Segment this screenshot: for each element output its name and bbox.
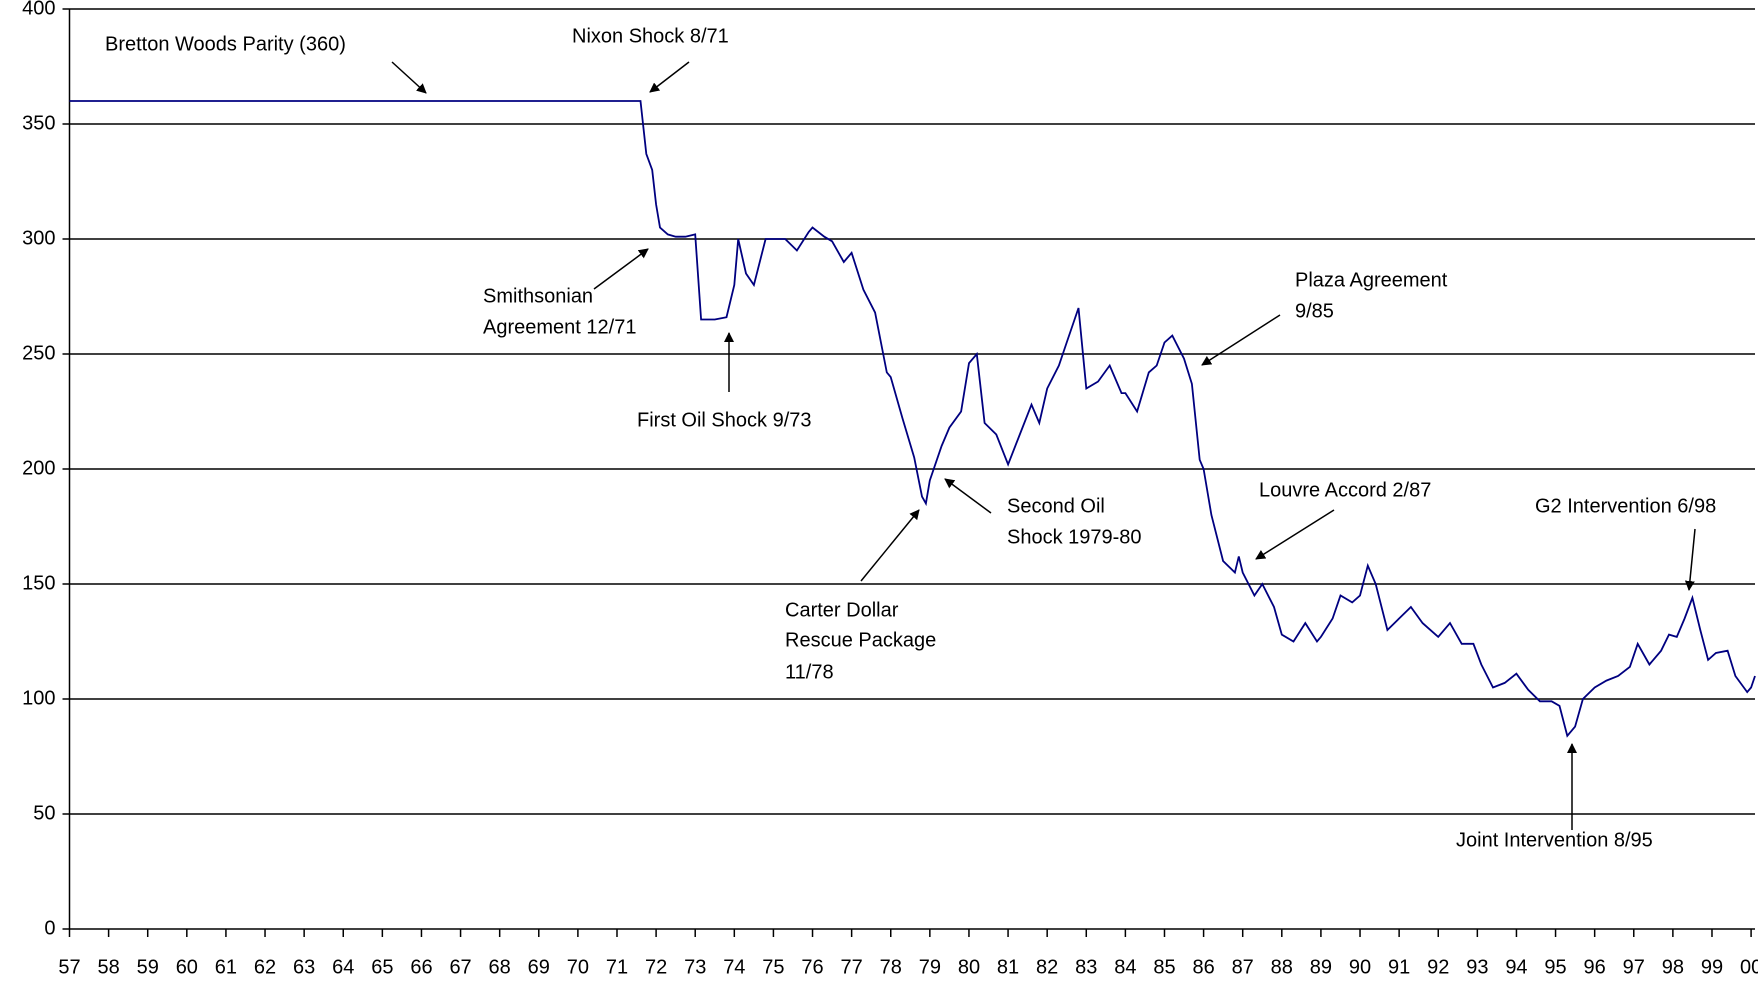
x-tick-label: 59 [137, 956, 159, 978]
x-tick-label: 69 [528, 956, 550, 978]
x-tick-label: 00 [1740, 956, 1758, 978]
annotation: Nixon Shock 8/71 [572, 25, 729, 47]
x-tick-label: 92 [1427, 956, 1449, 978]
x-tick-label: 65 [371, 956, 393, 978]
x-tick-label: 79 [919, 956, 941, 978]
y-tick-label: 350 [22, 112, 55, 134]
x-tick-label: 95 [1544, 956, 1566, 978]
annotation: First Oil Shock 9/73 [637, 409, 812, 431]
x-tick-label: 73 [684, 956, 706, 978]
arrow [1201, 314, 1281, 366]
x-tick-label: 67 [449, 956, 471, 978]
arrows [391, 61, 1696, 830]
plot: 0 50 100 150 200 250 300 350 400 57 58 59 60 61 62 63 64… [22, 0, 1758, 978]
x-tick-label: 62 [254, 956, 276, 978]
annotation: Shock 1979-80 [1007, 526, 1142, 548]
arrow [1684, 528, 1696, 591]
annotations: Bretton Woods Parity (360) Nixon Shock 8… [105, 25, 1716, 851]
x-tick-label: 84 [1114, 956, 1136, 978]
y-tick-label: 100 [22, 687, 55, 709]
x-tick-label: 99 [1701, 956, 1723, 978]
x-tick-label: 68 [489, 956, 511, 978]
x-tick-label: 63 [293, 956, 315, 978]
annotation: Smithsonian [483, 285, 593, 307]
x-tick-label: 77 [841, 956, 863, 978]
annotation: Bretton Woods Parity (360) [105, 33, 346, 55]
arrow [944, 478, 992, 514]
x-tick-label: 80 [958, 956, 980, 978]
annotation: Joint Intervention 8/95 [1456, 829, 1653, 851]
annotation: Agreement 12/71 [483, 316, 636, 338]
x-tick-label: 97 [1623, 956, 1645, 978]
y-tick-label: 50 [33, 802, 55, 824]
x-tick-label: 64 [332, 956, 354, 978]
x-tick-label: 70 [567, 956, 589, 978]
x-tick-label: 94 [1505, 956, 1527, 978]
x-tick-label: 87 [1232, 956, 1254, 978]
x-tick-label: 93 [1466, 956, 1488, 978]
x-tick-label: 57 [58, 956, 80, 978]
x-tick-label: 81 [997, 956, 1019, 978]
y-tick-label: 150 [22, 572, 55, 594]
annotation: Second Oil [1007, 495, 1105, 517]
x-tick-label: 91 [1388, 956, 1410, 978]
arrow [1255, 509, 1335, 560]
x-tick-label: 83 [1075, 956, 1097, 978]
x-tick-label: 88 [1271, 956, 1293, 978]
x-tick-label: 58 [97, 956, 119, 978]
annotation: 11/78 [785, 661, 834, 683]
x-tick-label: 89 [1310, 956, 1332, 978]
x-tick-label: 74 [723, 956, 745, 978]
x-tick-label: 82 [1036, 956, 1058, 978]
annotation: 9/85 [1295, 300, 1334, 322]
arrow [860, 509, 920, 582]
y-tick-label: 400 [22, 0, 55, 19]
x-tick-label: 90 [1349, 956, 1371, 978]
x-tick-label: 61 [215, 956, 237, 978]
annotation: G2 Intervention 6/98 [1535, 495, 1716, 517]
x-tick-label: 72 [645, 956, 667, 978]
x-tick-label: 78 [880, 956, 902, 978]
arrow [391, 61, 427, 94]
arrow [593, 248, 649, 290]
line [69, 100, 1756, 738]
x-tick-label: 66 [410, 956, 432, 978]
x-tick-label: 98 [1662, 956, 1684, 978]
x-tick-label: 71 [606, 956, 628, 978]
x-tick-label: 96 [1584, 956, 1606, 978]
annotation: Carter Dollar [785, 599, 899, 621]
x-tick-label: 75 [762, 956, 784, 978]
y-tick-label: 250 [22, 342, 55, 364]
annotation: Rescue Package [785, 629, 936, 651]
annotation: Louvre Accord 2/87 [1259, 479, 1431, 501]
y-tick-label: 0 [44, 917, 55, 939]
x-tick-label: 60 [176, 956, 198, 978]
annotation: Plaza Agreement [1295, 269, 1448, 291]
arrow [649, 61, 690, 93]
x-tick-label: 86 [1192, 956, 1214, 978]
y-tick-label: 200 [22, 457, 55, 479]
x-tick-label: 76 [801, 956, 823, 978]
y-tick-label: 300 [22, 227, 55, 249]
x-tick-label: 85 [1153, 956, 1175, 978]
